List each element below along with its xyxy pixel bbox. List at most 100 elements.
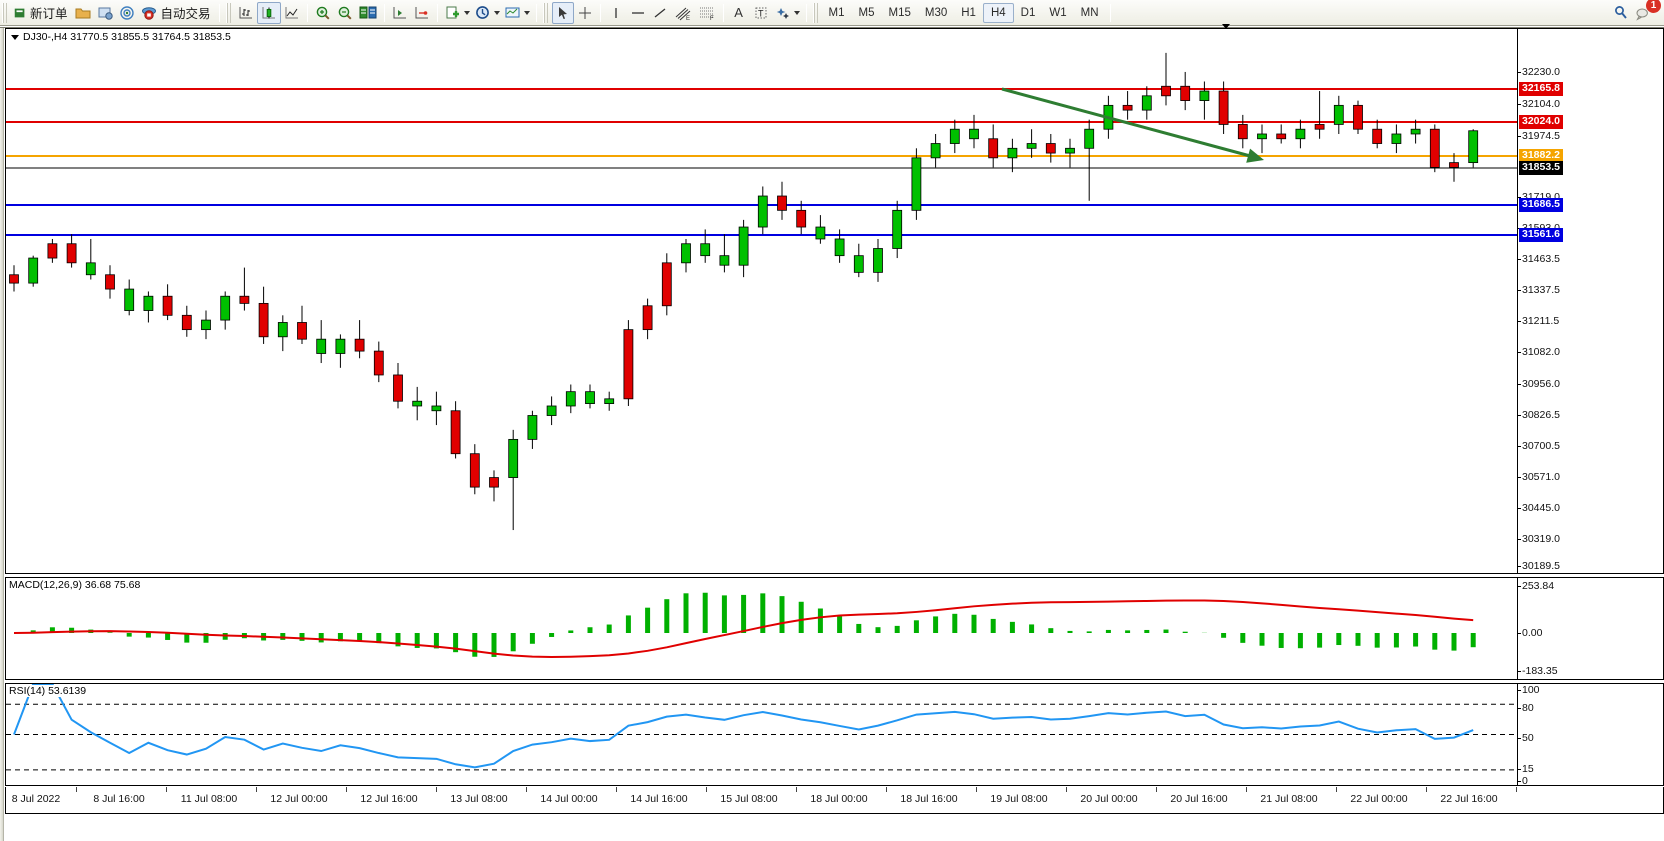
toolbar-grip-2[interactable]	[225, 2, 233, 23]
rsi-tick: 50	[1517, 732, 1534, 744]
toolbar-grip[interactable]	[2, 2, 9, 23]
price-tick: 30445.0	[1517, 502, 1560, 514]
text-label-button[interactable]: T	[750, 2, 772, 24]
rsi-tick: 15	[1517, 763, 1534, 775]
period-separator-button[interactable]	[472, 2, 502, 24]
macd-label: MACD(12,26,9) 36.68 75.68	[9, 579, 144, 591]
folder-icon	[75, 8, 91, 18]
crosshair-icon	[578, 6, 591, 19]
price-level-tag-current-price[interactable]: 31853.5	[1519, 161, 1563, 175]
time-separator	[1336, 787, 1337, 792]
macd-pane[interactable]: MACD(12,26,9) 36.68 75.68 253.84 0.00 -183…	[5, 577, 1664, 680]
auto-scroll-button[interactable]	[411, 2, 433, 24]
signals-button[interactable]	[116, 2, 138, 24]
vertical-line-button[interactable]	[605, 2, 627, 24]
toolbar-grip-4[interactable]	[812, 2, 820, 23]
text-label-icon: T	[755, 7, 767, 18]
line-chart-button[interactable]	[281, 2, 303, 24]
timeframe-h4[interactable]: H4	[982, 2, 1014, 23]
macd-axis[interactable]: 253.84 0.00 -183.35	[1516, 578, 1663, 679]
chart-area: DJ30-,H4 31770.5 31855.5 31764.5 31853.5…	[0, 24, 1664, 841]
zoom-in-icon	[316, 6, 330, 20]
candlestick-chart-button[interactable]	[256, 1, 281, 24]
price-tick: 32230.0	[1517, 66, 1560, 78]
add-indicator-button[interactable]	[442, 2, 472, 24]
time-separator	[706, 787, 707, 792]
templates-button[interactable]	[502, 2, 532, 24]
pane-collapse-button[interactable]	[1222, 24, 1230, 47]
svg-text:T: T	[758, 8, 764, 18]
timeframe-m15[interactable]: M15	[888, 6, 911, 19]
rsi-pane[interactable]: RSI(14) 53.6139 100 80 50 15 0	[5, 683, 1664, 787]
auto-scroll-icon	[415, 6, 428, 18]
price-level-tag-support[interactable]: 31561.6	[1519, 228, 1563, 242]
chevron-down-icon[interactable]	[463, 10, 470, 15]
rsi-plot[interactable]	[6, 684, 1517, 785]
time-label: 11 Jul 08:00	[180, 793, 238, 805]
new-order-button[interactable]: 新订单	[11, 2, 72, 24]
chart-grid-button[interactable]	[356, 2, 380, 24]
price-tick: 30319.0	[1517, 533, 1560, 545]
timeframe-h1[interactable]: H1	[961, 6, 976, 19]
time-axis[interactable]: 8 Jul 2022 8 Jul 16:00 11 Jul 08:00 12 Jul …	[5, 787, 1664, 814]
price-axis[interactable]: 32230.032104.031974.531719.031593.031463…	[1516, 29, 1663, 607]
price-level-tag-support[interactable]: 31686.5	[1519, 198, 1563, 212]
autotrading-label: 自动交易	[160, 7, 211, 21]
autotrading-button[interactable]: 自动交易	[138, 2, 215, 24]
timeframe-w1[interactable]: W1	[1049, 6, 1067, 19]
time-label: 13 Jul 08:00	[450, 793, 508, 805]
price-tick: 30700.5	[1517, 440, 1560, 452]
horizontal-line-button[interactable]	[627, 2, 649, 24]
bar-chart-button[interactable]	[235, 2, 257, 24]
cursor-button[interactable]	[551, 1, 574, 24]
folder-button[interactable]	[72, 2, 94, 24]
symbol-header-text: DJ30-,H4 31770.5 31855.5 31764.5 31853.5	[23, 31, 231, 43]
price-pane[interactable]: DJ30-,H4 31770.5 31855.5 31764.5 31853.5…	[5, 24, 1664, 607]
macd-tick: 253.84	[1516, 580, 1555, 592]
chevron-down-icon-3[interactable]	[523, 10, 530, 15]
chart-shift-button[interactable]	[389, 2, 411, 24]
toolbar-separator-3	[383, 3, 385, 22]
time-separator	[616, 787, 617, 792]
notifications-button[interactable]: 1	[1632, 0, 1661, 24]
timeframe-m5[interactable]: M5	[858, 6, 875, 19]
publish-button[interactable]	[94, 2, 116, 24]
symbol-header[interactable]: DJ30-,H4 31770.5 31855.5 31764.5 31853.5	[11, 31, 231, 43]
vline-icon	[614, 7, 617, 18]
time-separator	[346, 787, 347, 792]
zoom-out-button[interactable]	[334, 2, 356, 24]
macd-plot[interactable]	[6, 578, 1517, 679]
chevron-down-icon-2[interactable]	[493, 10, 500, 15]
timeframe-m1[interactable]: M1	[828, 6, 845, 19]
fibonacci-button[interactable]: F	[695, 2, 719, 24]
price-level-tag-pivot[interactable]: 31882.2	[1519, 149, 1563, 163]
time-label: 12 Jul 00:00	[270, 793, 328, 805]
time-separator	[166, 787, 167, 792]
chevron-down-icon-pane[interactable]	[1222, 24, 1230, 46]
timeframe-m30[interactable]: M30	[924, 6, 948, 19]
equidistant-channel-button[interactable]: E	[671, 2, 695, 24]
search-button[interactable]	[1610, 2, 1632, 24]
time-label: 20 Jul 16:00	[1170, 793, 1228, 805]
publish-icon	[98, 7, 113, 20]
price-level-tag-resistance[interactable]: 32024.0	[1519, 115, 1563, 129]
price-tick: 31337.5	[1517, 284, 1560, 296]
time-label: 18 Jul 16:00	[900, 793, 958, 805]
zoom-in-button[interactable]	[312, 2, 334, 24]
chevron-down-icon-symbol[interactable]	[11, 34, 19, 40]
new-order-icon	[14, 8, 25, 17]
timeframe-d1[interactable]: D1	[1020, 6, 1036, 19]
price-tick: 32104.0	[1517, 98, 1560, 110]
text-button[interactable]: A	[728, 2, 750, 24]
toolbar-grip-3[interactable]	[542, 2, 550, 23]
rsi-axis[interactable]: 100 80 50 15 0	[1517, 684, 1663, 787]
shapes-button[interactable]	[772, 2, 802, 24]
price-plot[interactable]	[6, 29, 1517, 573]
crosshair-button[interactable]	[574, 2, 596, 24]
trendline-button[interactable]	[649, 2, 671, 24]
chevron-down-icon-4[interactable]	[793, 10, 800, 15]
price-level-tag-resistance[interactable]: 32165.8	[1519, 82, 1563, 96]
time-separator	[256, 787, 257, 792]
timeframe-mn[interactable]: MN	[1080, 6, 1099, 19]
toolbar-separator-2	[306, 3, 308, 22]
